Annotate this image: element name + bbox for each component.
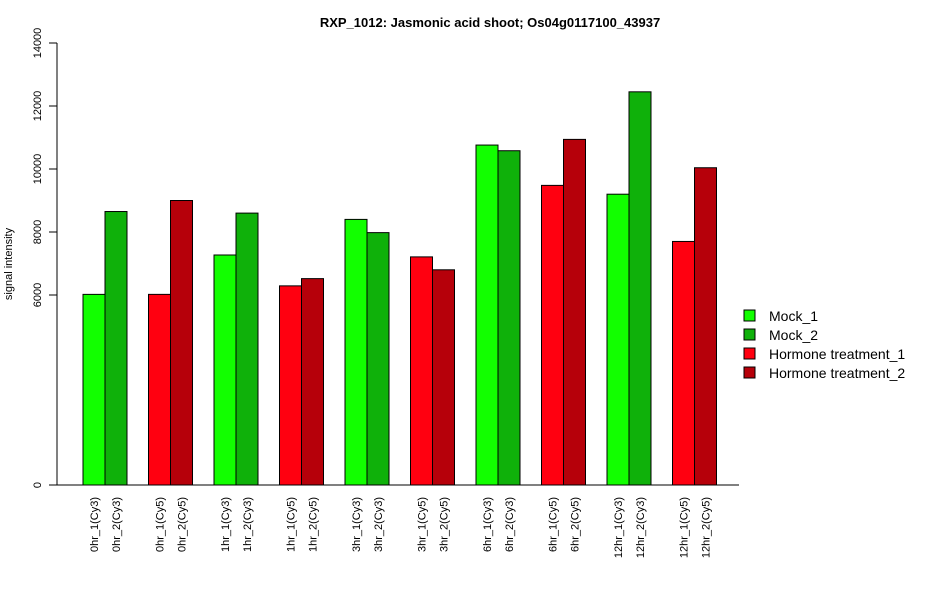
- bar: [279, 285, 302, 486]
- bar: [497, 150, 521, 486]
- bar: [344, 218, 368, 486]
- x-tick-label: 6hr_2(Cy5): [570, 497, 582, 552]
- bar: [301, 278, 324, 486]
- x-tick-label: 3hr_1(Cy3): [351, 497, 363, 552]
- bar: [366, 232, 390, 486]
- y-axis-title: signal intensity: [3, 227, 15, 300]
- x-tick-label: 6hr_2(Cy3): [504, 497, 516, 552]
- y-tick-label: 12000: [32, 91, 44, 122]
- bar: [82, 293, 106, 486]
- bar: [475, 144, 499, 486]
- x-tick-label: 1hr_2(Cy5): [308, 497, 320, 552]
- bars: [82, 91, 717, 486]
- x-tick-label: 12hr_1(Cy3): [613, 497, 625, 558]
- bar: [606, 193, 630, 486]
- x-tick-label: 12hr_2(Cy3): [635, 497, 647, 558]
- x-tick-label: 0hr_2(Cy5): [177, 497, 189, 552]
- x-axis: 0hr_1(Cy3) 0hr_2(Cy3) 0hr_1(Cy5) 0hr_2(Cy5)…: [57, 484, 739, 558]
- legend-swatch: [743, 328, 756, 341]
- bar: [563, 138, 586, 486]
- x-tick-label: 6hr_1(Cy5): [548, 497, 560, 552]
- bar: [104, 211, 128, 486]
- x-tick-label: 0hr_1(Cy5): [155, 497, 167, 552]
- bar: [148, 293, 171, 486]
- bar: [235, 212, 259, 486]
- x-tick-label: 3hr_1(Cy5): [417, 497, 429, 552]
- legend-swatch: [743, 366, 756, 379]
- x-tick-label: 3hr_2(Cy3): [373, 497, 385, 552]
- bar: [432, 269, 455, 486]
- legend-label: Hormone treatment_2: [769, 365, 905, 381]
- legend-label: Mock_2: [769, 327, 818, 343]
- x-tick-label: 1hr_1(Cy3): [220, 497, 232, 552]
- legend-swatch: [743, 347, 756, 360]
- x-tick-label: 12hr_2(Cy5): [701, 497, 713, 558]
- y-tick-label: 8000: [32, 220, 44, 244]
- bar: [170, 200, 193, 486]
- bar: [541, 184, 564, 486]
- y-tick-label: 6000: [32, 283, 44, 307]
- x-tick-label: 1hr_1(Cy5): [286, 497, 298, 552]
- bar: [672, 240, 695, 486]
- bar: [694, 167, 717, 486]
- x-tick-label: 0hr_2(Cy3): [111, 497, 123, 552]
- bar: [410, 256, 433, 486]
- bar: [213, 254, 237, 486]
- chart-title: RXP_1012: Jasmonic acid shoot; Os04g0117…: [320, 15, 660, 30]
- x-tick-label: 6hr_1(Cy3): [482, 497, 494, 552]
- x-tick-label: 1hr_2(Cy3): [242, 497, 254, 552]
- legend-label: Hormone treatment_1: [769, 346, 905, 362]
- y-tick-label: 10000: [32, 154, 44, 185]
- legend: Mock_1 Mock_2 Hormone treatment_1 Hormone t…: [743, 308, 905, 381]
- x-tick-label: 3hr_2(Cy5): [439, 497, 451, 552]
- x-tick-label: 12hr_1(Cy5): [679, 497, 691, 558]
- legend-swatch: [743, 309, 756, 322]
- y-axis: 0 6000 8000 10000 12000 14000: [32, 28, 58, 488]
- y-tick-label: 0: [32, 482, 44, 488]
- legend-label: Mock_1: [769, 308, 818, 324]
- bar: [628, 91, 652, 486]
- y-tick-label: 14000: [32, 28, 44, 59]
- x-tick-label: 0hr_1(Cy3): [89, 497, 101, 552]
